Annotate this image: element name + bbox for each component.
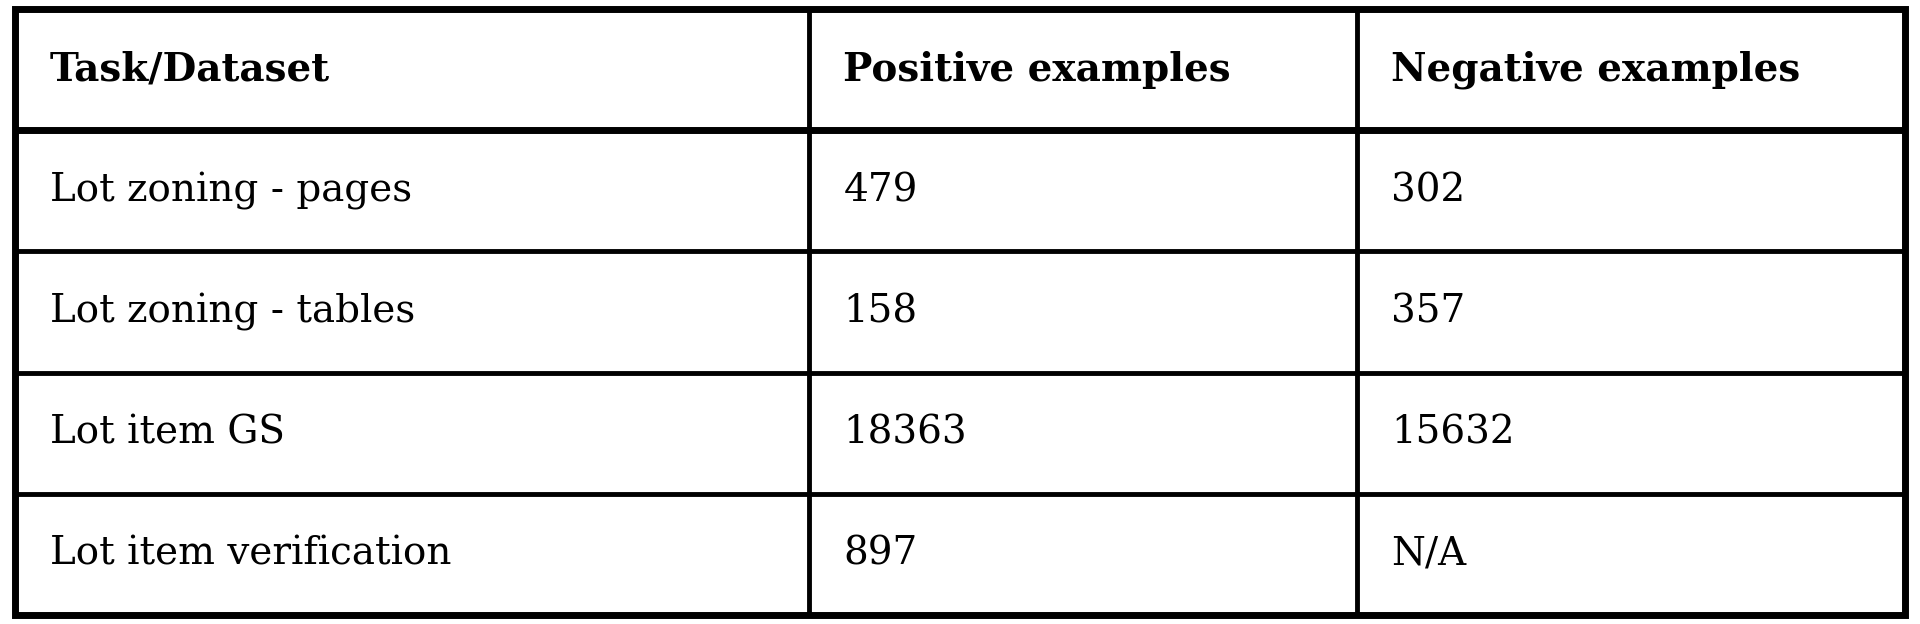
Text: 158: 158: [843, 293, 918, 331]
Text: 897: 897: [843, 535, 918, 573]
Text: 15632: 15632: [1392, 414, 1515, 452]
Text: 479: 479: [843, 172, 918, 210]
Text: Lot zoning - tables: Lot zoning - tables: [50, 293, 415, 331]
Text: Lot item verification: Lot item verification: [50, 535, 451, 573]
Text: 357: 357: [1392, 293, 1465, 331]
Text: Negative examples: Negative examples: [1392, 51, 1801, 89]
Text: 302: 302: [1392, 172, 1465, 210]
Text: Positive examples: Positive examples: [843, 51, 1231, 89]
Text: N/A: N/A: [1392, 535, 1467, 573]
Text: Lot item GS: Lot item GS: [50, 414, 284, 452]
Text: Task/Dataset: Task/Dataset: [50, 51, 330, 89]
Text: Lot zoning - pages: Lot zoning - pages: [50, 172, 413, 210]
Text: 18363: 18363: [843, 414, 968, 452]
